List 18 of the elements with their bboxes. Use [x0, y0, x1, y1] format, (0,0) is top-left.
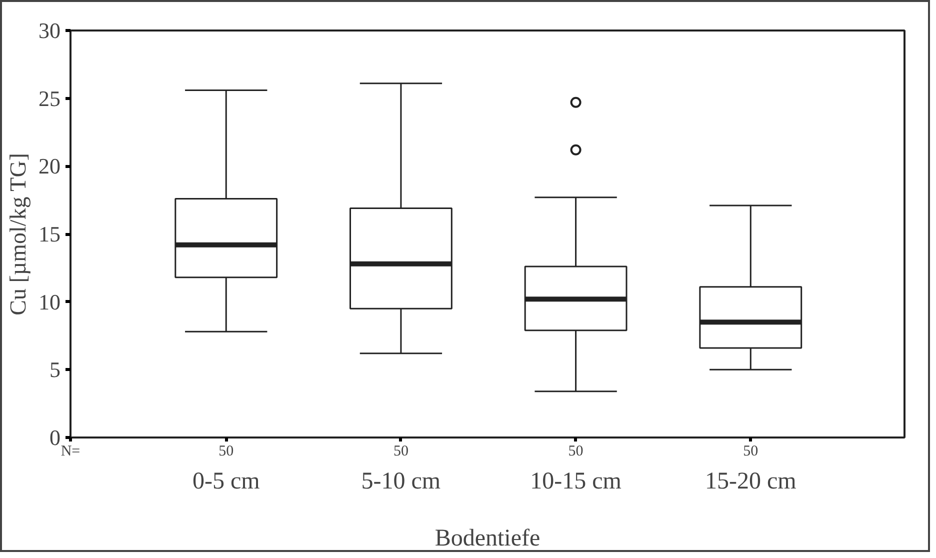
y-tick-label: 15: [38, 222, 60, 246]
y-tick-label: 20: [38, 154, 60, 179]
text: N=: [60, 444, 80, 460]
x-axis-title: Bodentiefe: [434, 526, 540, 552]
x-tick-label: 0-5 cm: [192, 468, 260, 494]
y-tick-label: 25: [38, 86, 60, 111]
x-tick-label: 15-20 cm: [704, 468, 797, 494]
y-tick-label: 0: [50, 425, 60, 450]
y-tick-label: 30: [38, 18, 60, 43]
y-tick-label: 10: [38, 289, 60, 314]
x-tick-label: 5-10 cm: [361, 468, 441, 494]
text: 50: [568, 444, 584, 460]
text: 50: [393, 444, 408, 460]
text: 50: [218, 444, 234, 460]
text: 50: [743, 444, 758, 460]
y-tick-label: 5: [50, 357, 60, 382]
y-axis-title: Cu [µmol/kg TG]: [6, 153, 30, 316]
x-tick-label: 10-15 cm: [530, 468, 622, 494]
